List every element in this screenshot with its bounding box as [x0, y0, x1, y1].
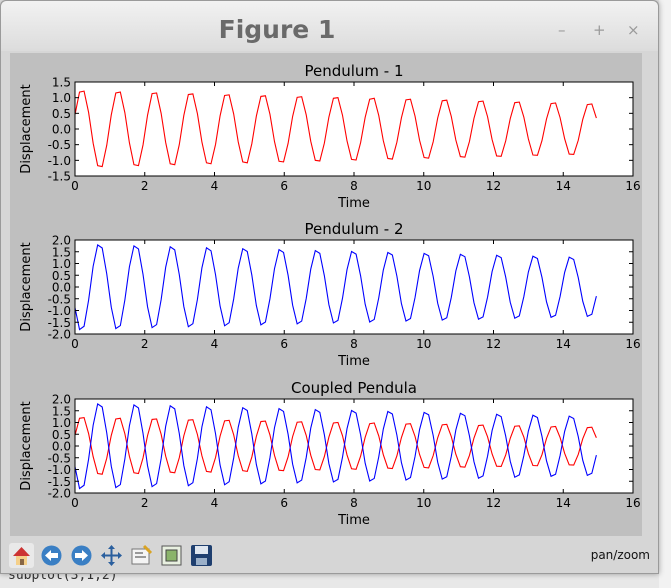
title-bar: Figure 1 – + × — [1, 1, 658, 51]
save-button[interactable] — [189, 543, 214, 568]
y-tick-label: 2.0 — [52, 393, 71, 407]
x-tick-label: 16 — [625, 337, 640, 351]
figure-window: Figure 1 – + × Pendulum - 1 Time Displacem… — [0, 0, 659, 574]
x-tick-label: 10 — [416, 179, 431, 193]
y-tick-label: -0.5 — [48, 292, 71, 306]
y-tick-label: 1.5 — [52, 245, 71, 259]
x-tick-label: 8 — [350, 179, 358, 193]
window-title: Figure 1 — [218, 15, 336, 44]
y-tick-label: -1.5 — [48, 475, 71, 489]
y-axis-label: Displacement — [19, 242, 34, 331]
figure-canvas: Pendulum - 1 Time Displacement 0 2 4 6 8 10 12 14 1… — [10, 53, 642, 536]
y-tick-label: 0.0 — [52, 123, 71, 137]
maximize-button[interactable]: + — [593, 21, 606, 39]
y-tick-label: -2.0 — [48, 328, 71, 342]
forward-button[interactable] — [69, 543, 94, 568]
y-tick-label: 1.5 — [52, 76, 71, 90]
y-tick-label: -0.5 — [48, 138, 71, 152]
x-tick-label: 8 — [350, 337, 358, 351]
chart-title: Coupled Pendula — [291, 379, 417, 397]
x-tick-label: 14 — [556, 496, 571, 510]
y-tick-label: -1.0 — [48, 463, 71, 477]
x-tick-label: 2 — [141, 496, 149, 510]
x-tick-label: 14 — [556, 337, 571, 351]
plot-area — [75, 399, 633, 493]
plot-lines — [75, 244, 597, 331]
home-button[interactable] — [9, 543, 34, 568]
x-tick-label: 12 — [486, 496, 501, 510]
series-line — [75, 244, 597, 331]
y-tick-label: 1.0 — [52, 257, 71, 271]
y-tick-label: 2.0 — [52, 234, 71, 248]
series-line — [75, 416, 597, 475]
y-tick-label: 0.5 — [52, 269, 71, 283]
x-tick-label: 4 — [211, 337, 219, 351]
x-tick-label: 10 — [416, 337, 431, 351]
x-axis-label: Time — [337, 354, 370, 369]
y-tick-label: 0.0 — [52, 281, 71, 295]
plot-lines — [75, 403, 597, 490]
y-tick-label: -1.5 — [48, 316, 71, 330]
y-tick-label: 1.5 — [52, 404, 71, 418]
x-tick-label: 12 — [486, 179, 501, 193]
y-axis-label: Displacement — [19, 84, 34, 173]
y-tick-label: 0.0 — [52, 440, 71, 454]
y-tick-label: -1.0 — [48, 304, 71, 318]
x-tick-label: 4 — [211, 496, 219, 510]
x-tick-label: 2 — [141, 179, 149, 193]
x-tick-label: 2 — [141, 337, 149, 351]
x-tick-label: 10 — [416, 496, 431, 510]
chart-title: Pendulum - 2 — [304, 220, 403, 238]
pan-button[interactable] — [99, 543, 124, 568]
background-window — [659, 0, 671, 588]
x-tick-label: 16 — [625, 179, 640, 193]
y-axis-label: Displacement — [19, 401, 34, 490]
y-tick-label: -0.5 — [48, 451, 71, 465]
x-tick-label: 16 — [625, 496, 640, 510]
close-button[interactable]: × — [627, 21, 640, 39]
x-tick-label: 12 — [486, 337, 501, 351]
y-tick-label: -1.0 — [48, 154, 71, 168]
x-tick-label: 0 — [71, 496, 79, 510]
series-line — [75, 90, 597, 168]
y-tick-label: 1.0 — [52, 91, 71, 105]
x-tick-label: 6 — [280, 496, 288, 510]
x-tick-label: 14 — [556, 179, 571, 193]
subplots-button[interactable] — [159, 543, 184, 568]
y-tick-label: 0.5 — [52, 107, 71, 121]
x-tick-label: 6 — [280, 337, 288, 351]
toolbar: pan/zoom — [1, 538, 658, 573]
series-line — [75, 403, 597, 490]
x-axis-label: Time — [337, 513, 370, 528]
plot-area — [75, 82, 633, 176]
y-tick-label: 0.5 — [52, 428, 71, 442]
x-tick-label: 0 — [71, 179, 79, 193]
status-text: pan/zoom — [590, 548, 650, 562]
x-tick-label: 4 — [211, 179, 219, 193]
y-tick-label: 1.0 — [52, 416, 71, 430]
x-tick-label: 0 — [71, 337, 79, 351]
minimize-button[interactable]: – — [558, 21, 566, 39]
y-tick-label: -1.5 — [48, 170, 71, 184]
x-axis-label: Time — [337, 196, 370, 211]
back-button[interactable] — [39, 543, 64, 568]
plot-lines — [75, 90, 597, 168]
x-tick-label: 6 — [280, 179, 288, 193]
plot-area — [75, 240, 633, 334]
zoom-button[interactable] — [129, 543, 154, 568]
chart-title: Pendulum - 1 — [304, 62, 403, 80]
y-tick-label: -2.0 — [48, 487, 71, 501]
x-tick-label: 8 — [350, 496, 358, 510]
